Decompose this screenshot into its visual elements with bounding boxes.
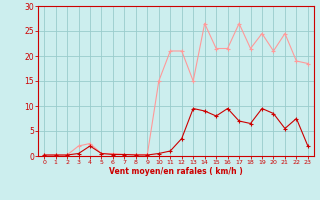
X-axis label: Vent moyen/en rafales ( km/h ): Vent moyen/en rafales ( km/h ) — [109, 167, 243, 176]
